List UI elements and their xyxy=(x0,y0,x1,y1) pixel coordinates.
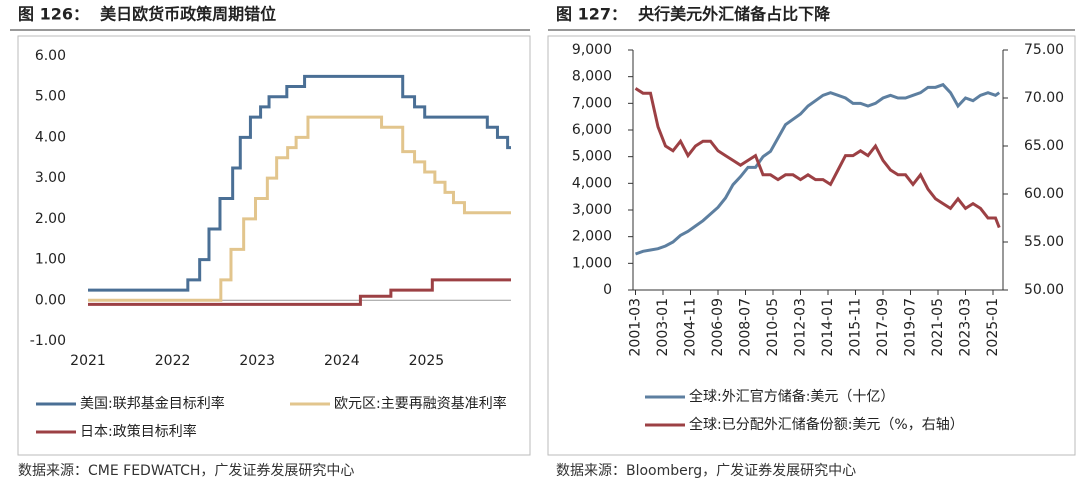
x-tick-label: 2022 xyxy=(155,353,191,369)
y-tick-label: 0 xyxy=(603,282,612,298)
series-line xyxy=(634,82,1001,256)
legend-label: 美国:联邦基金目标利率 xyxy=(80,395,225,412)
chart-frame xyxy=(17,35,531,456)
x-tick-label: 2008-07 xyxy=(738,298,754,357)
x-tick-label: 2023 xyxy=(239,353,275,369)
y-tick-label: 8,000 xyxy=(572,69,612,85)
x-tick-label: 2004-11 xyxy=(683,298,699,357)
x-tick-label: 2010-05 xyxy=(765,298,781,357)
x-tick-label: 2025 xyxy=(409,353,445,369)
y-tick-label: 5.00 xyxy=(35,89,66,105)
series-line xyxy=(88,74,511,292)
x-tick-label: 2023-03 xyxy=(958,298,974,357)
legend-label: 全球:外汇官方储备:美元（十亿） xyxy=(689,388,894,405)
chart-title: 图 127： 央行美元外汇储备占比下降 xyxy=(556,5,831,24)
x-tick-label: 2021-05 xyxy=(930,298,946,357)
y-tick-label: -1.00 xyxy=(30,333,66,349)
y2-tick-label: 75.00 xyxy=(1024,42,1064,58)
y-tick-label: 2.00 xyxy=(35,211,66,227)
y2-tick-label: 50.00 xyxy=(1024,282,1064,298)
y-tick-label: 4,000 xyxy=(572,175,612,191)
y-tick-label: 3,000 xyxy=(572,202,612,218)
series-line xyxy=(88,115,511,302)
source-note: 数据来源：Bloomberg，广发证券发展研究中心 xyxy=(556,463,856,479)
y2-tick-label: 55.00 xyxy=(1024,234,1064,250)
x-tick-label: 2006-09 xyxy=(710,298,726,357)
series-line xyxy=(88,278,511,306)
x-tick-label: 2001-03 xyxy=(628,298,644,357)
y-tick-label: 4.00 xyxy=(35,129,66,145)
x-tick-label: 2019-07 xyxy=(903,298,919,357)
legend-label: 日本:政策目标利率 xyxy=(80,423,197,440)
y-tick-label: 3.00 xyxy=(35,170,66,186)
chart-title: 图 126： 美日欧货币政策周期错位 xyxy=(18,5,276,24)
x-tick-label: 2012-03 xyxy=(793,298,809,357)
x-tick-label: 2021 xyxy=(70,353,106,369)
y-tick-label: 1.00 xyxy=(35,252,66,268)
source-note: 数据来源：CME FEDWATCH，广发证券发展研究中心 xyxy=(18,463,354,479)
x-tick-label: 2014-01 xyxy=(820,298,836,357)
x-tick-label: 2015-11 xyxy=(848,298,864,357)
y-tick-label: 0.00 xyxy=(35,292,66,308)
x-tick-label: 2025-01 xyxy=(985,298,1001,357)
legend-label: 全球:已分配外汇储备份额:美元（%，右轴） xyxy=(689,416,964,433)
y-tick-label: 5,000 xyxy=(572,149,612,165)
x-tick-label: 2003-01 xyxy=(655,298,671,357)
y2-tick-label: 60.00 xyxy=(1024,186,1064,202)
x-tick-label: 2024 xyxy=(324,353,360,369)
y-tick-label: 1,000 xyxy=(572,255,612,271)
x-tick-label: 2017-09 xyxy=(875,298,891,357)
y2-tick-label: 70.00 xyxy=(1024,90,1064,106)
y-tick-label: 2,000 xyxy=(572,229,612,245)
y2-tick-label: 65.00 xyxy=(1024,138,1064,154)
series-line xyxy=(634,87,1001,229)
chart-frame xyxy=(547,35,1076,456)
y-tick-label: 7,000 xyxy=(572,95,612,111)
y-tick-label: 9,000 xyxy=(572,42,612,58)
y-tick-label: 6.00 xyxy=(35,48,66,64)
legend-label: 欧元区:主要再融资基准利率 xyxy=(334,395,507,412)
y-tick-label: 6,000 xyxy=(572,122,612,138)
